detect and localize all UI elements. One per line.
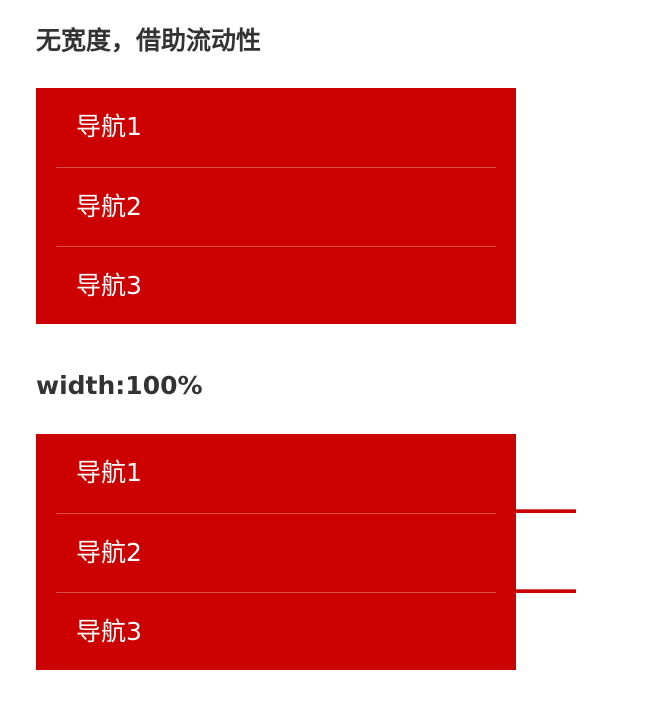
nav-item-1[interactable]: 导航1 [76, 112, 142, 141]
nav-menu-fluid: 导航1 导航2 导航3 [36, 88, 516, 324]
section-title-no-width: 无宽度，借助流动性 [36, 26, 262, 55]
nav-item-2[interactable]: 导航2 [56, 513, 496, 592]
section-title-width-100: width:100% [36, 371, 203, 400]
nav-list: 导航1 导航2 导航3 [36, 434, 516, 671]
overflow-divider-2 [516, 589, 576, 593]
nav-item-3[interactable]: 导航3 [56, 246, 496, 325]
nav-item-1[interactable]: 导航1 [76, 458, 142, 487]
overflow-divider-1 [516, 509, 576, 513]
nav-item-3[interactable]: 导航3 [56, 592, 496, 671]
nav-menu-width-100: 导航1 导航2 导航3 [36, 434, 516, 670]
nav-item-2[interactable]: 导航2 [56, 167, 496, 246]
nav-list: 导航1 导航2 导航3 [36, 88, 516, 325]
